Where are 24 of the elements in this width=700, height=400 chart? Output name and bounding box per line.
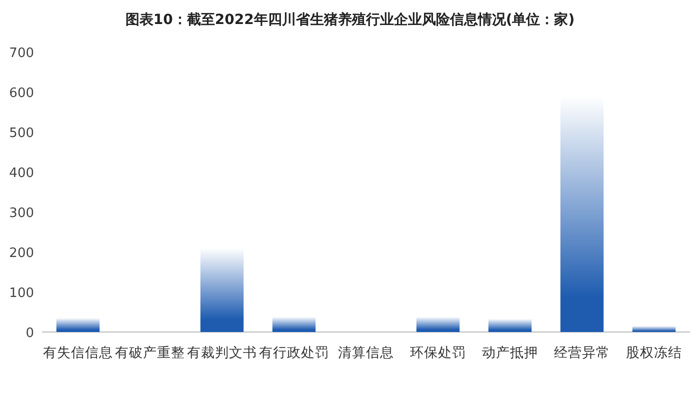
bar	[416, 316, 460, 332]
bar	[632, 326, 676, 332]
x-tick-label: 动产抵押	[482, 345, 538, 361]
x-tick-label: 有裁判文书	[187, 345, 257, 361]
bar	[200, 248, 244, 332]
x-tick-label: 清算信息	[338, 345, 394, 361]
y-tick-label: 200	[9, 246, 34, 261]
bar	[56, 318, 100, 332]
chart-title: 图表10：截至2022年四川省生猪养殖行业企业风险信息情况(单位：家)	[125, 11, 575, 28]
y-tick-label: 400	[9, 166, 34, 181]
bar	[272, 316, 316, 332]
y-tick-label: 600	[9, 86, 34, 101]
x-tick-label: 经营异常	[554, 345, 610, 361]
bar	[488, 318, 532, 332]
y-tick-label: 700	[9, 46, 34, 61]
y-tick-label: 300	[9, 206, 34, 221]
x-tick-label: 有失信信息	[43, 345, 113, 361]
x-tick-label: 有行政处罚	[259, 345, 329, 361]
x-tick-label: 有破产重整	[115, 345, 185, 361]
x-tick-label: 环保处罚	[410, 345, 466, 361]
y-tick-label: 0	[26, 326, 34, 341]
y-tick-label: 100	[9, 286, 34, 301]
y-tick-label: 500	[9, 126, 34, 141]
x-tick-label: 股权冻结	[626, 345, 682, 361]
